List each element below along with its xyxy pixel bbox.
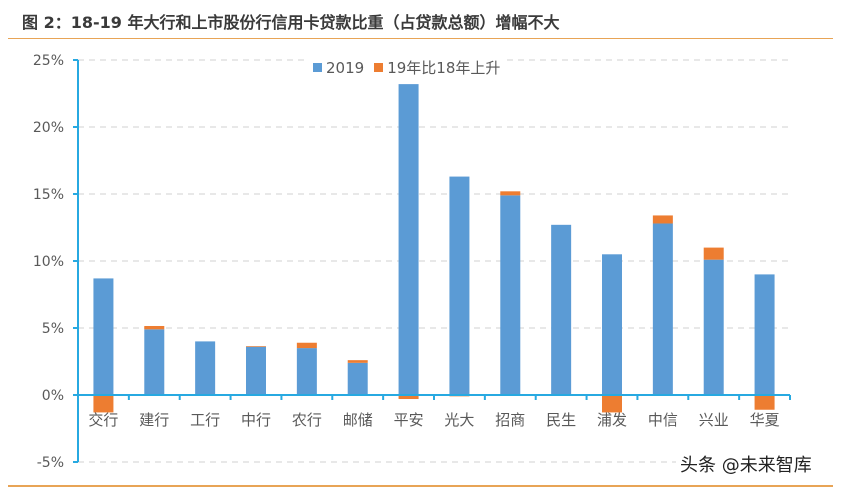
bar-change (652, 215, 673, 224)
top-rule (8, 38, 833, 39)
legend-label-change: 19年比18年上升 (387, 59, 501, 77)
bar-2019 (93, 278, 114, 395)
legend-label-2019: 2019 (326, 58, 365, 77)
bar-2019 (602, 254, 622, 395)
bar-2019 (551, 224, 572, 395)
bar-2019 (703, 259, 724, 395)
bar-change (398, 395, 419, 400)
x-category-label: 中信 (648, 411, 678, 429)
x-category-label: 招商 (495, 411, 525, 429)
bar-change (296, 342, 317, 349)
bar-change (347, 360, 368, 363)
legend-item-2019: 2019 (313, 59, 364, 77)
legend-swatch-change (374, 63, 384, 72)
bar-2019 (296, 348, 317, 395)
x-category-label: 光大 (444, 411, 474, 429)
x-category-label: 浦发 (597, 411, 627, 429)
bar-2019 (195, 341, 216, 395)
y-tick-label: 20% (33, 120, 64, 136)
bar-2019 (347, 362, 368, 395)
chart-title: 图 2：18-19 年大行和上市股份行信用卡贷款比重（占贷款总额）增幅不大 (22, 13, 560, 32)
bar-2019 (652, 223, 673, 395)
x-category-label: 民生 (546, 411, 576, 429)
x-category-label: 农行 (292, 411, 322, 429)
bar-2019 (500, 195, 521, 395)
legend: 2019 19年比18年上升 (309, 57, 505, 78)
x-category-label: 交行 (88, 411, 118, 429)
watermark: 头条 @未来智库 (676, 451, 816, 477)
legend-item-change: 19年比18年上升 (374, 57, 500, 78)
y-tick-label: 0% (42, 388, 64, 404)
bar-change (602, 395, 622, 413)
bar-2019 (754, 274, 775, 395)
x-category-label: 华夏 (750, 411, 780, 429)
bar-2019 (398, 84, 419, 396)
y-tick-label: -5% (37, 455, 64, 471)
y-tick-label: 25% (33, 53, 64, 69)
bar-change (754, 395, 775, 410)
bar-change (500, 191, 521, 196)
bottom-rule (8, 485, 833, 487)
x-category-label: 中行 (241, 411, 271, 429)
y-tick-label: 5% (42, 321, 64, 337)
legend-swatch-2019 (313, 63, 322, 72)
bar-2019 (449, 176, 470, 395)
bar-change (703, 247, 724, 260)
bar-change (93, 395, 114, 413)
bar-2019 (144, 329, 165, 395)
y-tick-label: 10% (33, 254, 64, 270)
y-tick-label: 15% (33, 187, 64, 203)
bar-change (246, 346, 266, 347)
x-category-label: 兴业 (699, 411, 729, 429)
bar-2019 (246, 346, 266, 395)
x-category-label: 建行 (139, 411, 169, 429)
bar-change (144, 325, 165, 330)
x-category-label: 工行 (190, 411, 220, 429)
x-category-label: 平安 (394, 411, 424, 429)
x-category-label: 邮储 (343, 411, 373, 429)
